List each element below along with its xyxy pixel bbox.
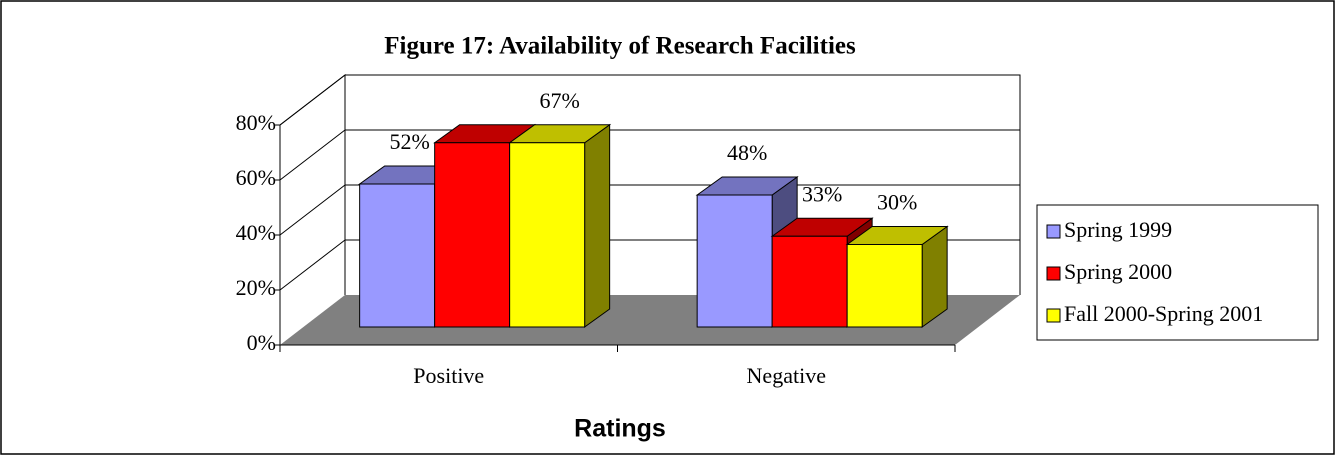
bar-side [584,123,611,328]
grid-line [279,184,346,236]
legend-swatch [1046,308,1061,323]
y-tick-label: 40% [236,220,276,245]
bar [434,142,511,328]
bar [846,244,923,328]
legend-label: Fall 2000-Spring 2001 [1064,301,1263,326]
data-label: 67% [539,88,579,113]
legend-label: Spring 1999 [1064,217,1172,242]
bar [696,194,773,328]
chart-title: Figure 17: Availability of Research Faci… [384,33,856,60]
data-label: 52% [389,129,429,154]
legend-label: Spring 2000 [1064,259,1172,284]
x-axis-title: Ratings [574,415,666,443]
bar [509,142,586,328]
bar [359,183,436,328]
legend [1036,204,1319,341]
legend-swatch [1046,224,1061,239]
data-label: 33% [802,181,842,206]
grid-line [279,239,346,291]
y-tick-label: 60% [236,165,276,190]
bar [771,235,848,328]
grid-line [279,74,346,126]
x-tick-label: Negative [747,363,826,388]
grid-line [279,129,346,181]
legend-swatch [1046,266,1061,281]
y-tick-label: 0% [247,330,276,355]
x-tick-label: Positive [413,363,484,388]
data-label: 48% [727,140,767,165]
y-tick-label: 80% [236,110,276,135]
y-tick-label: 20% [236,275,276,300]
data-label: 30% [877,190,917,215]
